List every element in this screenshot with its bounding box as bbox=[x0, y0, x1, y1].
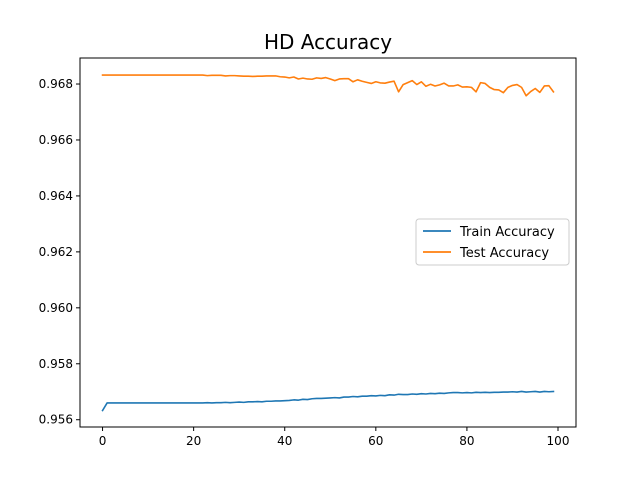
x-tick-label: 100 bbox=[547, 434, 570, 448]
y-tick-label: 0.956 bbox=[39, 413, 73, 427]
plot-lines bbox=[101, 74, 555, 412]
series-line-train-accuracy bbox=[101, 390, 555, 412]
legend-label: Test Accuracy bbox=[459, 246, 549, 261]
y-tick-label: 0.958 bbox=[39, 357, 73, 371]
axes: 0 20 40 60 80 100 0.956 0.958 0.960 0.962 0.964 0.9… bbox=[39, 57, 577, 448]
chart-title: HD Accuracy bbox=[264, 30, 392, 54]
y-tick-label: 0.966 bbox=[39, 133, 73, 147]
y-tick-label: 0.960 bbox=[39, 301, 73, 315]
legend: Train Accuracy Test Accuracy bbox=[415, 218, 570, 266]
x-tick-label: 60 bbox=[368, 434, 383, 448]
x-tick-label: 0 bbox=[99, 434, 107, 448]
series-line-test-accuracy bbox=[101, 74, 555, 97]
x-tick-label: 20 bbox=[186, 434, 201, 448]
x-tick-label: 40 bbox=[277, 434, 292, 448]
plot-frame bbox=[79, 57, 577, 428]
y-tick-label: 0.968 bbox=[39, 77, 73, 91]
y-tick-label: 0.964 bbox=[39, 189, 73, 203]
y-tick-label: 0.962 bbox=[39, 245, 73, 259]
legend-label: Train Accuracy bbox=[459, 225, 555, 240]
legend-box bbox=[415, 218, 570, 266]
x-tick-label: 80 bbox=[459, 434, 474, 448]
